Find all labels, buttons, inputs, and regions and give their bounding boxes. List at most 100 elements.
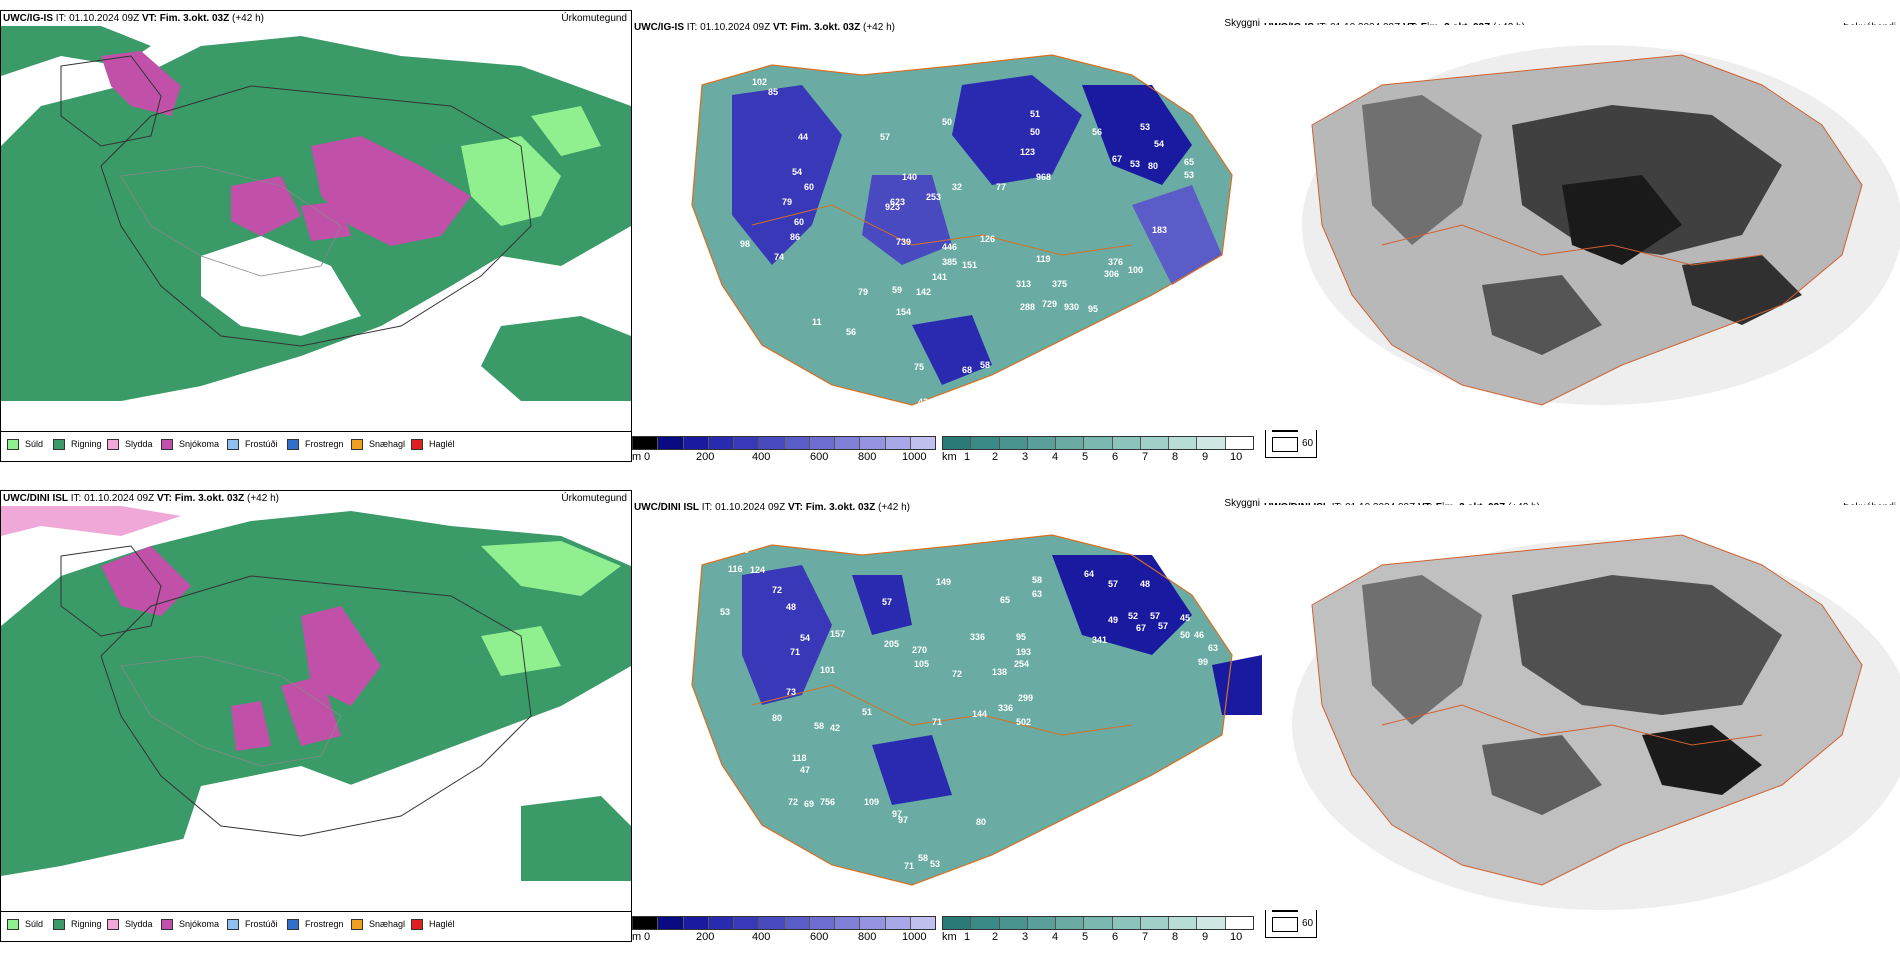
map-label: 375 — [1052, 279, 1067, 289]
map-label: 51 — [862, 707, 872, 717]
map-label: 57 — [1158, 621, 1168, 631]
map-label: 80 — [772, 713, 782, 723]
fog-key-label: 60 — [1302, 918, 1314, 929]
legend-item: Haglél — [411, 439, 455, 451]
panel-right-title: Úrkomutegund — [561, 493, 627, 504]
legend-item: Súld — [7, 919, 43, 931]
map-label: 98 — [740, 239, 750, 249]
map-label: 80 — [1148, 161, 1158, 171]
visibility-tick: 1 — [964, 451, 971, 460]
legend-item: Frostúði — [227, 439, 278, 451]
map-label: 77 — [996, 182, 1006, 192]
visibility-tick: 6 — [1112, 451, 1119, 460]
map-label: 44 — [798, 132, 808, 142]
visibility-tick: 7 — [1142, 931, 1149, 940]
legend-item: Frostúði — [227, 919, 278, 931]
legend-item: Slydda — [107, 919, 153, 931]
precip-type-panel: UWC/IG-IS IT: 01.10.2024 09Z VT: Fim. 3.… — [0, 10, 632, 462]
visibility-tick: 9 — [1202, 931, 1209, 940]
visibility-tick: 6 — [1112, 931, 1119, 940]
visibility-tick: 5 — [1082, 451, 1089, 460]
height-unit: m — [632, 931, 642, 940]
map-label: 336 — [998, 703, 1013, 713]
map-label: 48 — [786, 602, 796, 612]
visibility-unit: km — [942, 931, 957, 940]
height-tick: 1000 — [902, 451, 927, 460]
height-tick: 800 — [858, 451, 877, 460]
map-label: 65 — [1184, 157, 1194, 167]
visibility-tick: 3 — [1022, 451, 1029, 460]
map-label: 74 — [774, 252, 784, 262]
map-label: 299 — [1018, 693, 1033, 703]
map-label: 126 — [980, 234, 995, 244]
legend-item: Slydda — [107, 439, 153, 451]
map-label: 47 — [800, 765, 810, 775]
map-label: 142 — [916, 287, 931, 297]
visibility-tick: 4 — [1052, 931, 1059, 940]
map-label: 105 — [914, 659, 929, 669]
legend-swatch — [161, 439, 173, 451]
map-label: 58 — [918, 853, 928, 863]
visibility-tick: 2 — [992, 931, 999, 940]
map-label: 50 — [942, 117, 952, 127]
map-label: 149 — [936, 577, 951, 587]
legend-item: Snæhagl — [351, 439, 405, 451]
legend-item: Haglél — [411, 919, 455, 931]
map-label: 48 — [1140, 579, 1150, 589]
map-label: 95 — [1016, 632, 1026, 642]
map-label: 86 — [790, 232, 800, 242]
legend-swatch — [351, 439, 363, 451]
map-label: 64 — [1084, 569, 1094, 579]
map-label: 56 — [1092, 127, 1102, 137]
map-label: 51 — [1030, 109, 1040, 119]
cloud-map: 100 116 124 72 48 53 157 54 71 101 73 57… — [691, 534, 1262, 886]
map-label: 11 — [812, 317, 822, 327]
map-label: 183 — [1152, 225, 1167, 235]
map-label: 930 — [1064, 302, 1079, 312]
map-label: 71 — [790, 647, 800, 657]
map-label: 151 — [962, 260, 977, 270]
precip-legend: Súld Rigning Slydda Snjókoma Frostúði Fr… — [1, 431, 631, 458]
visibility-tick: 10 — [1230, 451, 1243, 460]
legend-swatch — [411, 439, 423, 451]
map-label: 58 — [980, 360, 990, 370]
height-colorbar — [632, 916, 936, 930]
map-label: 69 — [804, 799, 814, 809]
fog-key-swatch — [1272, 437, 1298, 452]
map-label: 79 — [782, 197, 792, 207]
legend-swatch — [411, 919, 423, 931]
legend-item: Snæhagl — [351, 919, 405, 931]
visibility-tick: 8 — [1172, 451, 1179, 460]
legend-swatch — [351, 919, 363, 931]
legend-swatch — [53, 439, 65, 451]
visibility-tick: 1 — [964, 931, 971, 940]
map-label: 54 — [800, 633, 810, 643]
legend-swatch — [287, 439, 299, 451]
map-label: 193 — [1016, 647, 1031, 657]
visibility-tick: 9 — [1202, 451, 1209, 460]
height-tick: 0 — [644, 931, 651, 940]
fog-map — [1262, 25, 1900, 430]
panel-title: UWC/DINI ISL IT: 01.10.2024 09Z VT: Fim.… — [3, 493, 279, 504]
map-label: 729 — [1042, 299, 1057, 309]
map-label: 136 — [972, 399, 987, 409]
map-label: 52 — [1128, 611, 1138, 621]
map-label: 341 — [1092, 635, 1107, 645]
legend-item: Snjókoma — [161, 439, 219, 451]
height-tick: 0 — [644, 451, 651, 460]
visibility-tick: 4 — [1052, 451, 1059, 460]
map-label: 58 — [814, 721, 824, 731]
precip-legend: Súld Rigning Slydda Snjókoma Frostúði Fr… — [1, 911, 631, 938]
map-label: 53 — [930, 859, 940, 869]
map-label: 57 — [1108, 579, 1118, 589]
map-label: 71 — [776, 357, 786, 367]
cloud-visibility-panel: UWC/IG-IS IT: 01.10.2024 09Z VT: Fim. 3.… — [632, 10, 1262, 460]
map-label: 80 — [976, 817, 986, 827]
map-label: 100 — [734, 545, 749, 555]
legend-swatch — [107, 439, 119, 451]
map-label: 72 — [952, 669, 962, 679]
fog-key-swatch — [1272, 917, 1298, 932]
map-label: 336 — [970, 632, 985, 642]
map-label: 123 — [1020, 147, 1035, 157]
height-tick: 600 — [810, 931, 829, 940]
